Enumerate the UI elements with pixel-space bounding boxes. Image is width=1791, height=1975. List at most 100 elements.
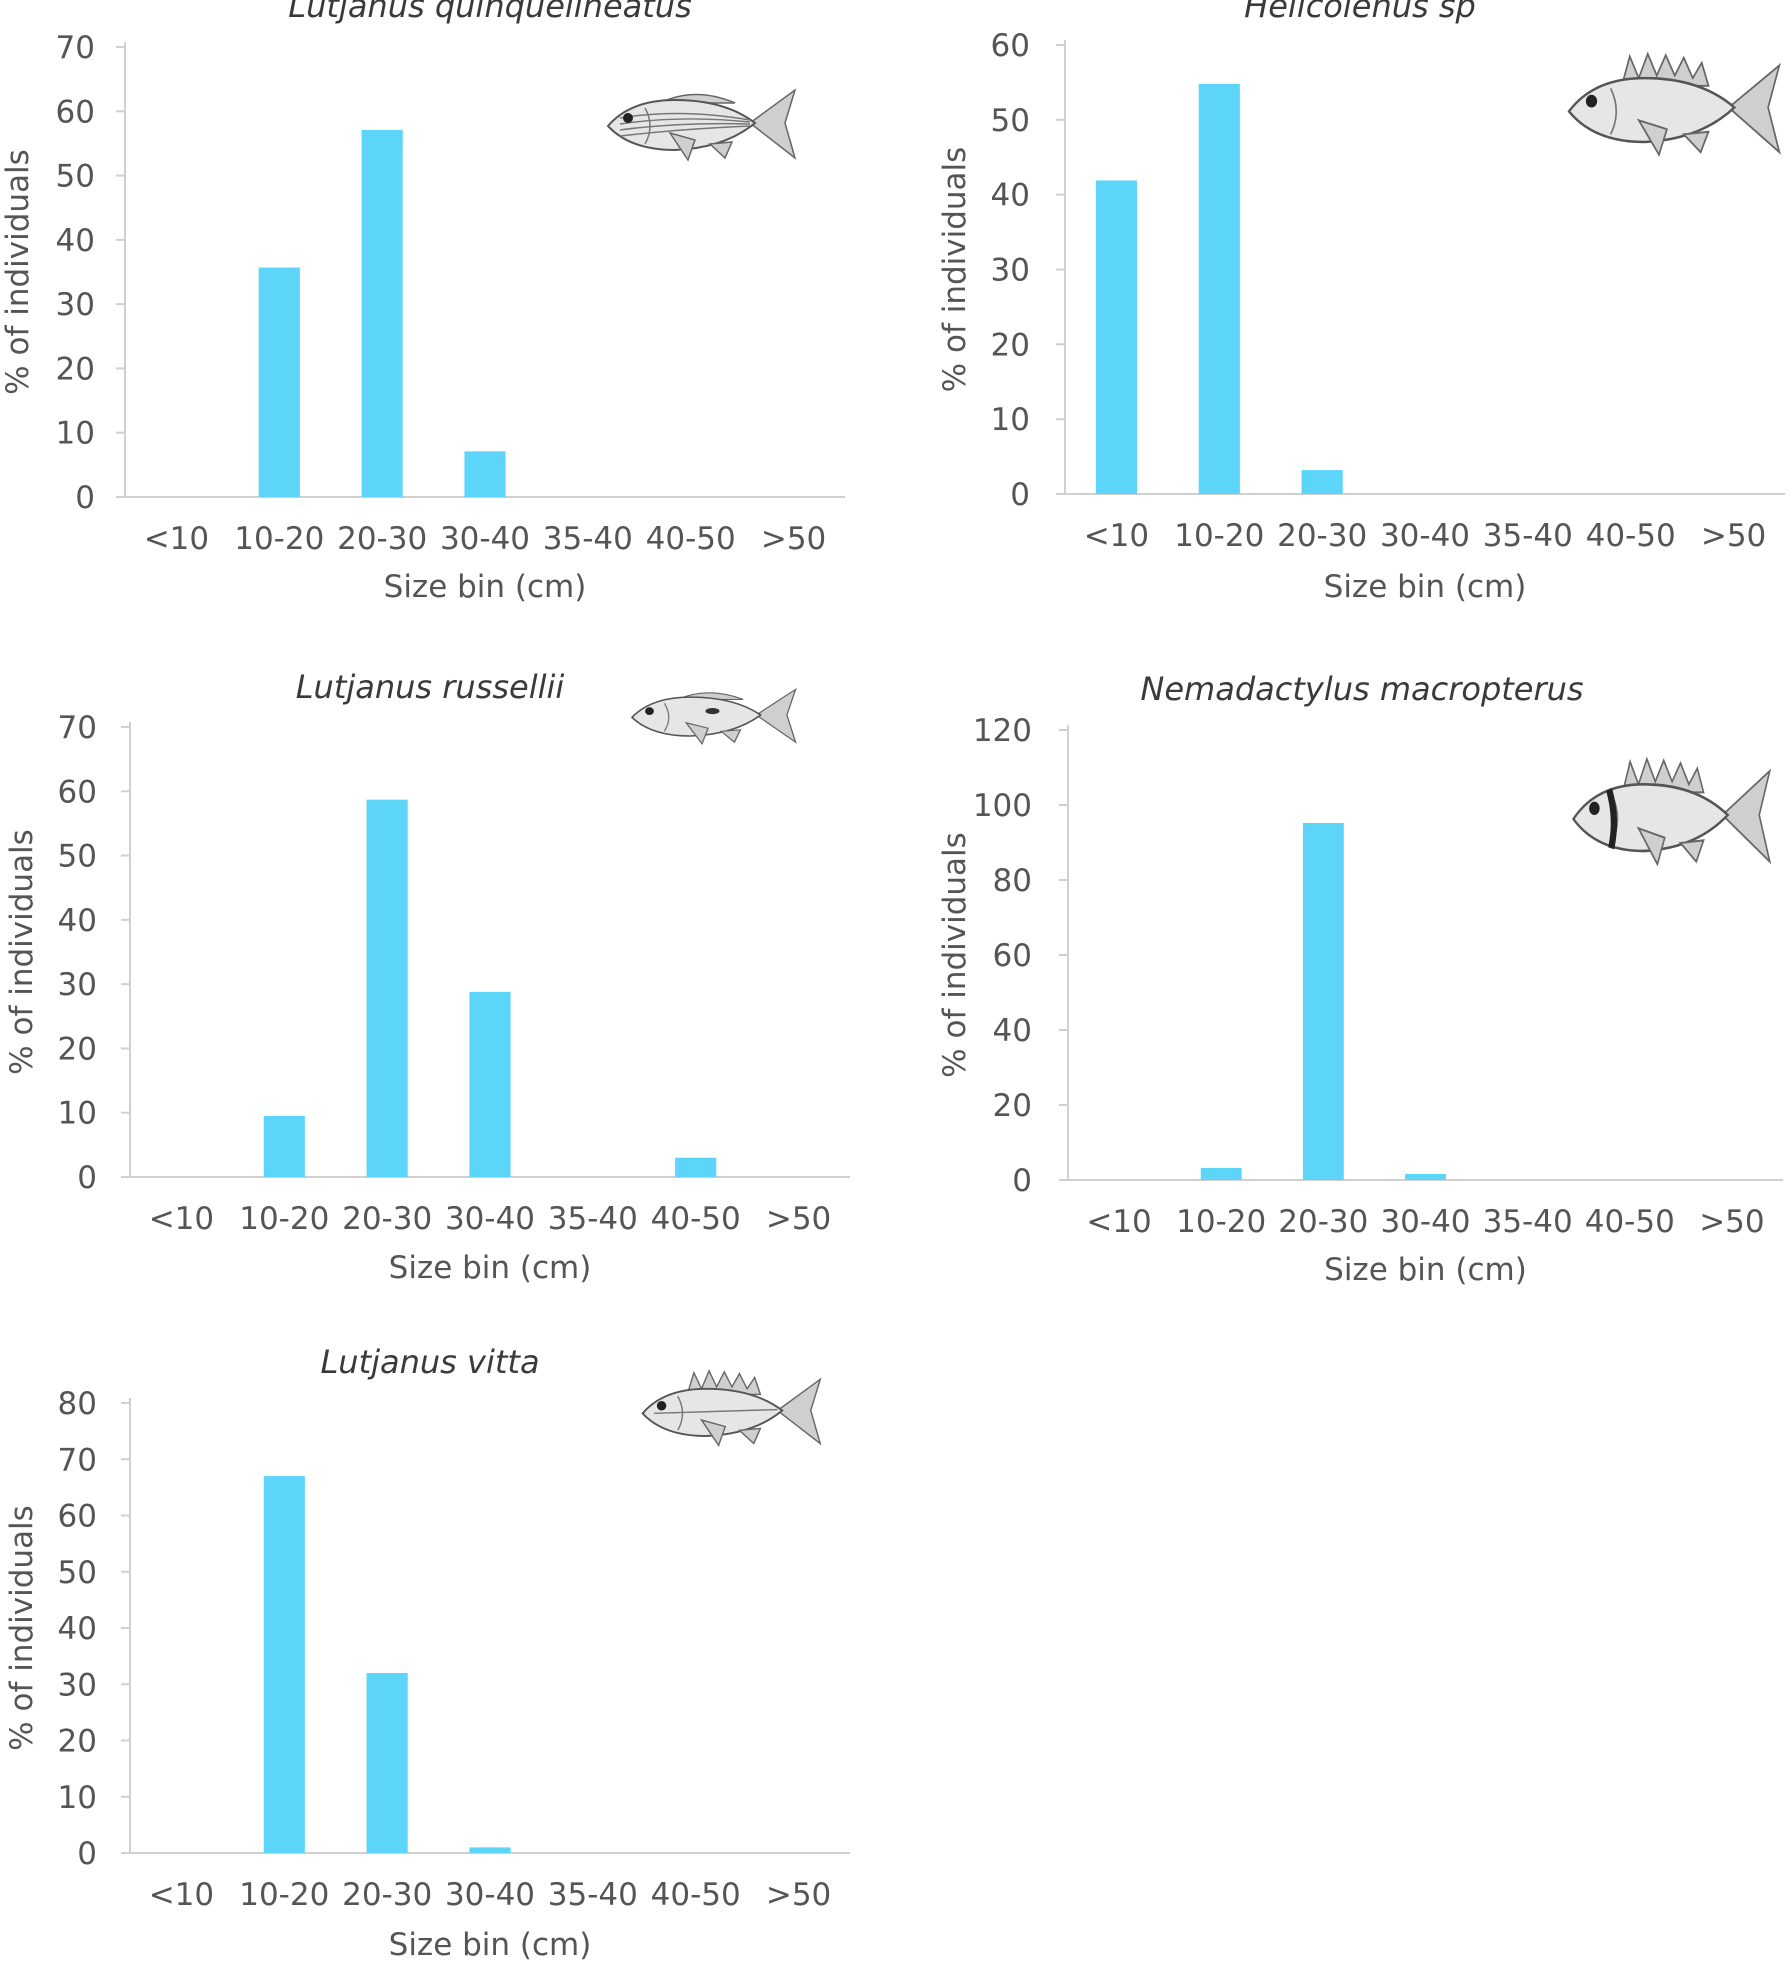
x-tick-label: 40-50 [651, 1201, 741, 1237]
x-tick-label: 40-50 [646, 521, 736, 557]
x-tick-label: 20-30 [1277, 518, 1367, 554]
x-tick-label: 30-40 [1380, 518, 1470, 554]
striped-snapper-fish-icon [606, 88, 797, 162]
bar-10-20 [1198, 83, 1240, 494]
y-tick-label: 70 [58, 710, 97, 746]
y-tick-label: 50 [58, 839, 97, 875]
x-tick-label: 20-30 [337, 521, 427, 557]
y-tick-label: 80 [58, 1386, 97, 1422]
y-tick-label: 30 [991, 253, 1030, 289]
chart-title: Nemadactylus macropterus [1140, 670, 1583, 708]
x-axis-label: Size bin (cm) [1324, 1252, 1527, 1288]
x-tick-label: >50 [761, 521, 826, 557]
y-tick-label: 10 [991, 402, 1030, 438]
x-tick-label: 10-20 [1174, 518, 1264, 554]
bar-20-30 [1302, 823, 1344, 1180]
bar-10-20 [258, 267, 300, 497]
x-tick-label: 20-30 [1278, 1204, 1368, 1240]
y-tick-label: 10 [56, 416, 95, 452]
y-tick-label: 80 [993, 863, 1032, 899]
morwong-fish-icon [1572, 756, 1772, 867]
x-axis-label: Size bin (cm) [384, 569, 587, 605]
bar-10-20 [263, 1115, 305, 1177]
x-tick-label: 10-20 [1176, 1204, 1266, 1240]
x-tick-label: 35-40 [1483, 518, 1573, 554]
y-tick-label: 50 [991, 103, 1030, 139]
y-tick-label: 60 [993, 938, 1032, 974]
y-tick-label: 30 [58, 967, 97, 1003]
y-tick-label: 0 [1012, 1163, 1032, 1199]
y-tick-label: 10 [58, 1096, 97, 1132]
y-tick-label: 100 [973, 788, 1032, 824]
x-tick-label: <10 [1086, 1204, 1151, 1240]
x-tick-label: 35-40 [543, 521, 633, 557]
chart-panel-1: Lutjanus quinquelineatus 0 10 20 30 40 50 60 70 <… [0, 0, 845, 605]
x-tick-label: 30-40 [445, 1877, 535, 1913]
x-tick-label: 35-40 [1483, 1204, 1573, 1240]
chart-panel-5: Lutjanus vitta 0 10 20 30 40 50 60 70 80 <10 10-20 2… [4, 1343, 850, 1963]
x-tick-label: 10-20 [239, 1201, 329, 1237]
y-tick-label: 120 [973, 713, 1032, 749]
chart-title: Helicolenus sp [1244, 0, 1476, 25]
y-tick-label: 20 [58, 1031, 97, 1067]
y-tick-label: 60 [56, 94, 95, 130]
y-tick-label: 10 [58, 1780, 97, 1816]
y-tick-label: 70 [58, 1442, 97, 1478]
x-tick-label: 35-40 [548, 1877, 638, 1913]
x-tick-label: 40-50 [1586, 518, 1676, 554]
bar-20-30 [1301, 470, 1343, 494]
bar-30-40 [469, 991, 511, 1177]
y-axis-label: % of individuals [4, 1505, 40, 1751]
y-tick-label: 50 [56, 159, 95, 195]
x-tick-label: 35-40 [548, 1201, 638, 1237]
brownstripe-snapper-fish-icon [641, 1369, 822, 1448]
bar-20-30 [366, 1673, 408, 1853]
x-tick-label: 20-30 [342, 1201, 432, 1237]
y-tick-label: 20 [58, 1724, 97, 1760]
chart-title: Lutjanus quinquelineatus [288, 0, 691, 25]
y-tick-label: 50 [58, 1555, 97, 1591]
bar-30-40 [469, 1847, 511, 1853]
x-tick-label: 10-20 [239, 1877, 329, 1913]
scorpionfish-icon [1567, 51, 1781, 157]
x-axis-label: Size bin (cm) [389, 1927, 592, 1963]
y-tick-label: 30 [58, 1667, 97, 1703]
x-tick-label: >50 [766, 1877, 831, 1913]
y-tick-label: 40 [56, 223, 95, 259]
x-tick-label: <10 [1084, 518, 1149, 554]
y-axis-label: % of individuals [4, 829, 40, 1075]
y-tick-label: 70 [56, 30, 95, 66]
bar-20-30 [361, 129, 403, 497]
y-tick-label: 0 [77, 1160, 97, 1196]
y-axis-label: % of individuals [0, 149, 36, 395]
x-tick-label: 30-40 [440, 521, 530, 557]
x-tick-label: 20-30 [342, 1877, 432, 1913]
y-tick-label: 0 [75, 480, 95, 516]
y-tick-label: 0 [1010, 477, 1030, 513]
bar-20-30 [366, 799, 408, 1177]
x-tick-label: >50 [1699, 1204, 1764, 1240]
y-tick-label: 40 [58, 1611, 97, 1647]
x-tick-label: 40-50 [1585, 1204, 1675, 1240]
y-tick-label: 20 [991, 327, 1030, 363]
x-tick-label: 40-50 [651, 1877, 741, 1913]
y-tick-label: 60 [991, 28, 1030, 64]
y-tick-label: 60 [58, 774, 97, 810]
bar-10-20 [1200, 1168, 1242, 1180]
bar-<10 [1095, 180, 1137, 494]
x-tick-label: >50 [1701, 518, 1766, 554]
bar-30-40 [1405, 1174, 1446, 1180]
y-tick-label: 20 [993, 1088, 1032, 1124]
x-axis-label: Size bin (cm) [1324, 569, 1527, 605]
y-tick-label: 0 [77, 1836, 97, 1872]
y-tick-label: 30 [56, 287, 95, 323]
x-tick-label: <10 [144, 521, 209, 557]
y-axis-label: % of individuals [937, 832, 973, 1078]
bar-40-50 [675, 1157, 717, 1177]
snapper-fish-icon [630, 687, 797, 746]
chart-title: Lutjanus vitta [320, 1343, 539, 1381]
chart-panel-3: Lutjanus russellii 0 10 20 30 40 50 60 70 <10 10-2… [4, 668, 850, 1286]
y-tick-label: 40 [58, 903, 97, 939]
y-tick-label: 40 [993, 1013, 1032, 1049]
